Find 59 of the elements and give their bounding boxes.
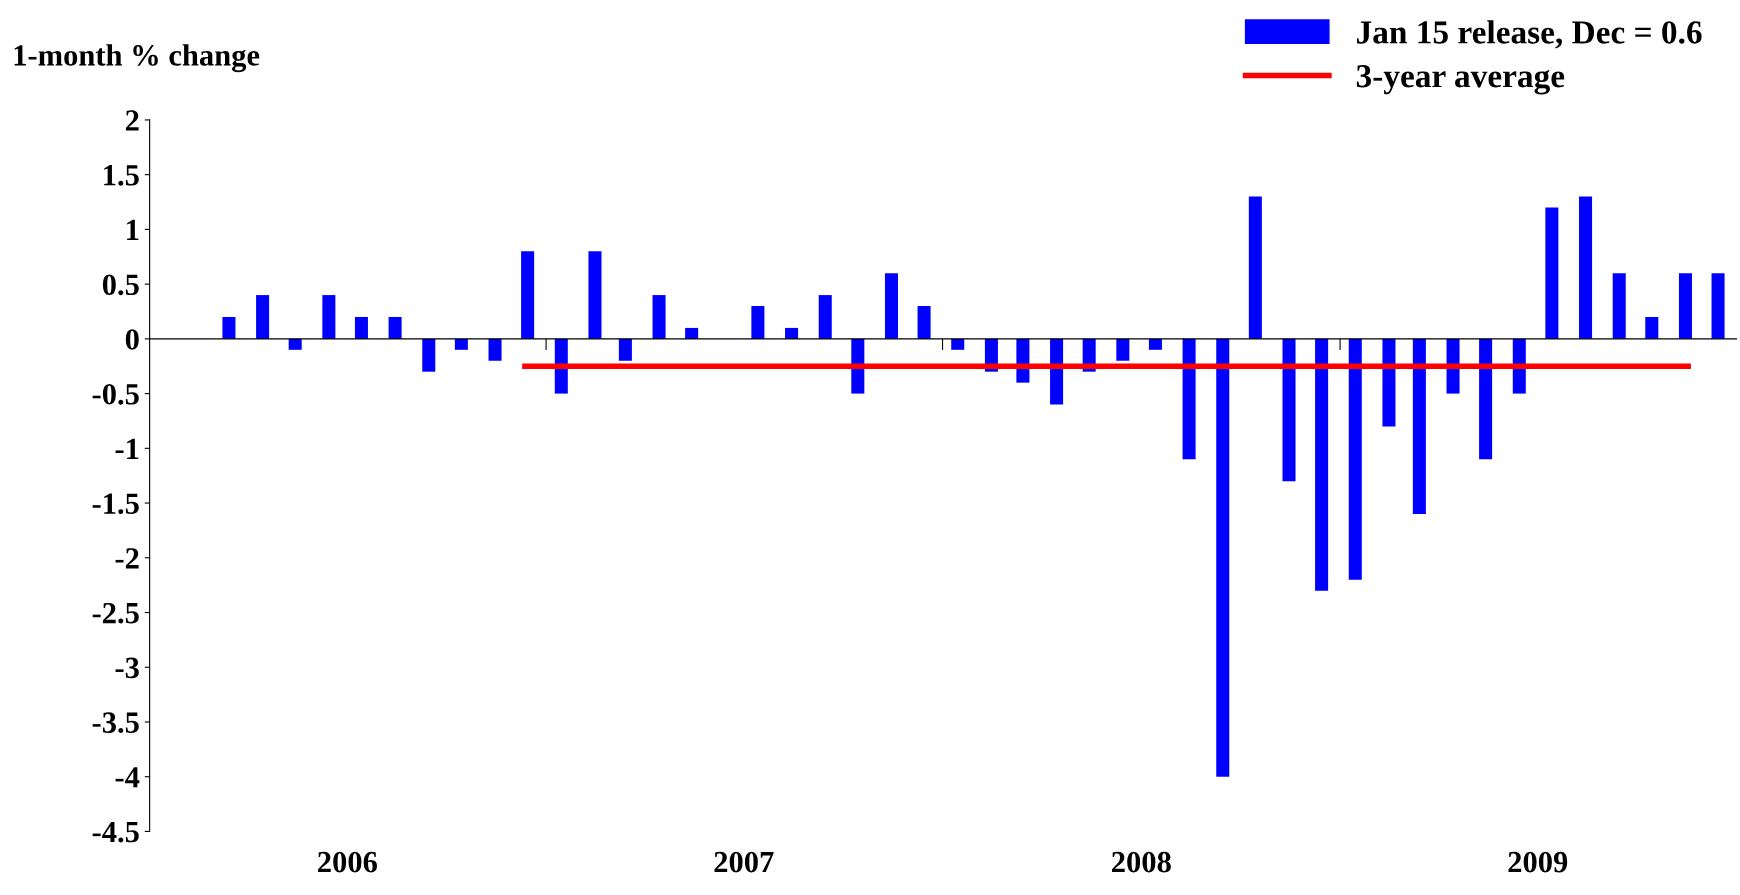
bar [454, 338, 468, 350]
bar [1579, 196, 1593, 339]
bar [1382, 338, 1396, 427]
bar [354, 316, 368, 339]
bar [618, 338, 632, 361]
bar [388, 316, 402, 339]
x-tick-label: 2006 [318, 851, 377, 873]
bar [488, 338, 502, 361]
y-tick-label: 1.5 [104, 165, 139, 186]
y-tick-label: -0.5 [92, 383, 139, 405]
bar [1678, 273, 1692, 339]
bar [1412, 338, 1426, 515]
bar [917, 306, 931, 339]
bar [1116, 338, 1130, 361]
y-tick-label: -3 [115, 657, 139, 679]
bar [1479, 338, 1493, 460]
bar [322, 295, 336, 339]
y-tick-label: -4.5 [92, 821, 139, 843]
y-tick-label: 2 [125, 110, 139, 131]
bar [1348, 338, 1362, 580]
bar [1182, 338, 1196, 460]
bar [1612, 273, 1626, 339]
y-tick-label: 0.5 [102, 274, 139, 296]
bar [1315, 338, 1329, 591]
bar [256, 295, 270, 339]
y-tick-label: 0 [125, 329, 139, 350]
bar [1050, 338, 1064, 405]
bar [588, 251, 602, 339]
bar [685, 327, 699, 339]
bar [1248, 196, 1262, 339]
bar [222, 316, 236, 339]
bar [288, 338, 302, 350]
x-tick-label: 2009 [1508, 851, 1568, 873]
legend-label: 3-year average [1356, 65, 1565, 95]
x-tick-label: 2008 [1112, 851, 1171, 873]
bar [785, 327, 799, 339]
bar [422, 338, 436, 372]
x-tick-label: 2007 [714, 851, 774, 873]
y-tick-label: -2 [115, 548, 139, 569]
y-tick-label: -1 [115, 438, 139, 459]
bar [1645, 316, 1659, 339]
bar [521, 251, 535, 339]
bar [884, 273, 898, 339]
y-tick-label: 1 [127, 219, 139, 240]
y-axis-title: 1-month % change [14, 44, 260, 73]
bar [818, 295, 832, 339]
y-tick-label: -1.5 [92, 493, 139, 515]
legend-label: Jan 15 release, Dec = 0.6 [1357, 20, 1702, 49]
bar [652, 295, 666, 339]
bar [1711, 273, 1725, 339]
bar [1545, 207, 1559, 339]
y-tick-label: -3.5 [92, 712, 139, 734]
bar [751, 306, 765, 339]
bar [1282, 338, 1296, 482]
bar [951, 338, 965, 350]
bar [1216, 338, 1230, 777]
bar [1148, 338, 1162, 350]
y-tick-label: -4 [115, 767, 140, 788]
y-tick-label: -2.5 [92, 602, 139, 624]
